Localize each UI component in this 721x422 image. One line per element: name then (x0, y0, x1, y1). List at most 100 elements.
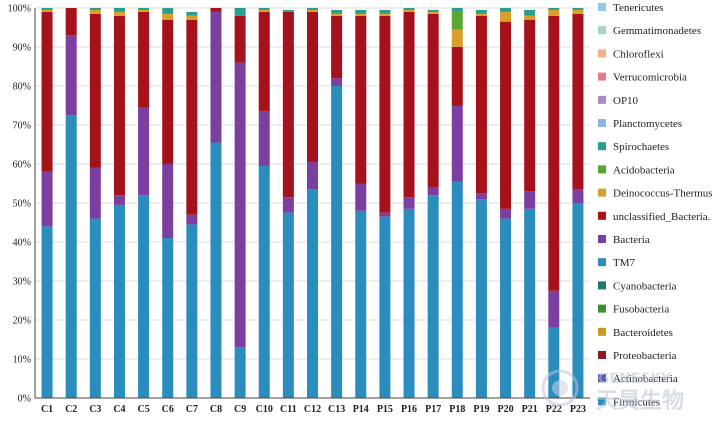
bar-segment (403, 9, 415, 12)
bar-segment (572, 8, 584, 10)
bar-segment (282, 11, 294, 198)
bar-segment (379, 216, 391, 398)
legend-label: unclassified_Bacteria. (613, 211, 711, 223)
bar-segment (427, 13, 439, 188)
bar-segment (258, 111, 270, 166)
legend-label: Verrucomicrobia (613, 72, 687, 84)
bar-segment (162, 8, 174, 14)
bar-segment (427, 9, 439, 12)
bar-segment (427, 187, 439, 196)
legend-swatch (598, 351, 606, 359)
x-tick-label: C11 (280, 404, 297, 415)
bar-segment (65, 35, 77, 116)
bar-segment (548, 327, 560, 398)
y-tick-label: 0% (18, 394, 31, 405)
bar-segment (41, 171, 53, 227)
bar-segment (186, 19, 198, 215)
x-tick-label: C4 (113, 404, 125, 415)
bar-segment (258, 11, 270, 112)
bar-segment (41, 9, 53, 12)
bar-segment (355, 183, 367, 211)
bar-segment (331, 78, 343, 86)
y-tick-label: 30% (13, 277, 31, 288)
legend-label: Chloroflexi (613, 48, 664, 60)
legend-label: Bacteria (613, 234, 650, 246)
y-tick-label: 70% (13, 121, 31, 132)
bar-segment (89, 8, 101, 10)
legend-label: Deinococcus-Thermus (613, 188, 713, 200)
bar-segment (379, 13, 391, 16)
x-tick-label: P19 (473, 404, 489, 415)
bar-segment (475, 15, 487, 194)
bar-segment (307, 189, 318, 398)
bar-segment (162, 164, 174, 239)
bar-segment (186, 11, 198, 16)
y-tick-label: 50% (13, 199, 31, 210)
bar-segment (138, 9, 150, 12)
bar-segment (113, 8, 125, 12)
x-tick-label: C7 (186, 404, 198, 415)
bar-segment (138, 195, 150, 398)
bar-segment (548, 8, 560, 10)
legend: Tenericutes Gemmatimonadetes Chloroflexi Ve… (598, 2, 713, 408)
y-tick-label: 60% (13, 160, 31, 171)
bar-segment (331, 13, 343, 16)
legend-label: Acidobacteria (613, 164, 675, 176)
bar-segment (524, 19, 536, 192)
bar-segment (572, 189, 584, 203)
axes: 0% 10% 20% 30% 40% 50% 60% 70% 80% 90% 100% C1 C2 C3 C… (8, 4, 590, 415)
y-tick-label: 40% (13, 238, 31, 249)
bar-segment (524, 9, 536, 16)
legend-label: Firmicutes (613, 396, 660, 408)
bar-segment (113, 15, 125, 196)
bar-segment (331, 9, 343, 14)
bar-segment (307, 162, 318, 190)
bar-segment (379, 212, 391, 217)
bar-segment (331, 86, 343, 398)
bar-segment (500, 8, 512, 12)
bar-segment (307, 9, 318, 12)
watermark-logo: GENESKY 天昊生物 (541, 369, 684, 414)
bar-segment (234, 8, 246, 16)
bar-segment (451, 181, 463, 398)
bar-segment (403, 197, 415, 209)
bar-segment (162, 13, 174, 20)
legend-swatch (598, 304, 606, 313)
legend-swatch (598, 95, 606, 104)
x-tick-label: C9 (234, 404, 246, 415)
bar-segment (451, 11, 463, 30)
bar-segment (65, 115, 77, 398)
bar-segment (258, 8, 270, 10)
bar-segment (113, 195, 125, 205)
bar-segment (162, 238, 174, 398)
bar-segment (427, 195, 439, 398)
x-tick-label: C10 (256, 404, 273, 415)
bar-segment (403, 208, 415, 398)
legend-swatch (598, 26, 606, 35)
bar-segment (210, 11, 222, 143)
legend-swatch (598, 211, 606, 220)
legend-label: Spirochaetes (613, 141, 669, 153)
x-tick-label: C5 (137, 404, 149, 415)
bar-segment (475, 199, 487, 398)
x-tick-label: P23 (570, 404, 586, 415)
bar-segment (475, 13, 487, 16)
legend-label: Tenericutes (613, 2, 664, 14)
bar-segment (41, 226, 53, 398)
legend-swatch (598, 281, 606, 290)
bar-segment (258, 9, 270, 12)
bar-segment (451, 8, 463, 12)
legend-swatch (598, 235, 606, 243)
bar-segment (282, 212, 294, 398)
legend-swatch (598, 374, 606, 383)
y-tick-label: 80% (13, 82, 31, 93)
x-tick-label: P15 (377, 404, 393, 415)
bar-segment (186, 214, 198, 225)
bar-segment (475, 193, 487, 200)
bar-segment (138, 8, 150, 10)
bar-segment (282, 197, 294, 213)
bar-segment (234, 15, 246, 63)
x-tick-label: C3 (89, 404, 101, 415)
bar-segment (210, 142, 222, 398)
bar-segment (379, 15, 391, 213)
